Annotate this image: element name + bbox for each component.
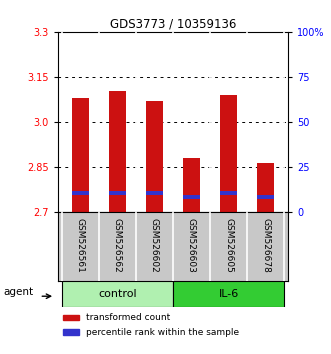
Text: IL-6: IL-6 (218, 289, 239, 299)
Title: GDS3773 / 10359136: GDS3773 / 10359136 (110, 18, 236, 31)
Bar (220, 95, 237, 212)
Bar (173, 281, 284, 307)
Text: control: control (98, 289, 137, 299)
Bar (146, 191, 163, 195)
Text: GSM526605: GSM526605 (224, 218, 233, 273)
Bar (258, 163, 274, 212)
Bar (220, 191, 237, 195)
Bar (109, 191, 126, 195)
Bar (63, 329, 79, 335)
Bar (183, 195, 200, 199)
Bar (62, 281, 173, 307)
Text: GSM526562: GSM526562 (113, 218, 122, 273)
Text: agent: agent (3, 287, 33, 297)
Text: GSM526561: GSM526561 (76, 218, 85, 273)
Text: GSM526678: GSM526678 (261, 218, 270, 273)
Bar (258, 195, 274, 199)
Text: transformed count: transformed count (85, 313, 170, 322)
Bar (72, 98, 88, 212)
Bar (72, 191, 88, 195)
Bar (63, 315, 79, 320)
Bar (183, 158, 200, 212)
Text: GSM526603: GSM526603 (187, 218, 196, 273)
Text: percentile rank within the sample: percentile rank within the sample (85, 327, 239, 337)
Text: GSM526602: GSM526602 (150, 218, 159, 273)
Bar (146, 101, 163, 212)
Bar (109, 91, 126, 212)
